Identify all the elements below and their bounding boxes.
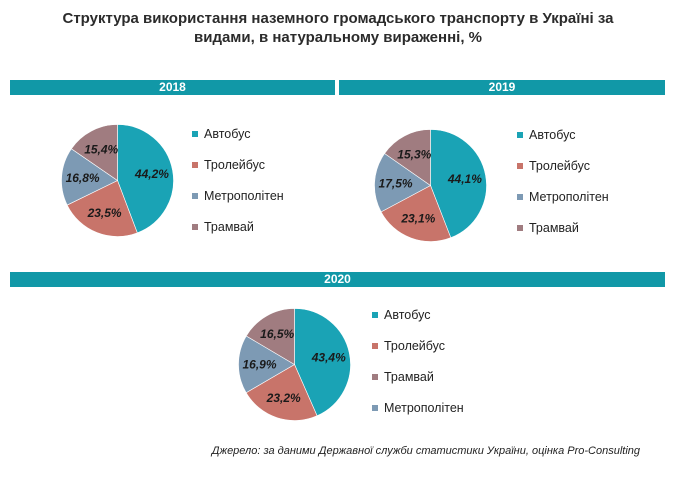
legend-item-metro: Метрополітен [192, 189, 284, 203]
legend-label: Тролейбус [529, 159, 591, 173]
pie-chart-2020: 43,4% 23,2% 16,9% 16,5% [238, 308, 351, 421]
data-label-trolleybus: 23,5% [87, 206, 122, 220]
legend-item-bus: Автобус [517, 128, 575, 142]
legend-label: Автобус [384, 308, 431, 322]
legend-swatch [372, 311, 378, 318]
data-label-metro: 17,5% [379, 176, 413, 190]
legend-item-metro: Метрополітен [517, 190, 609, 204]
pie-slice-bus [117, 124, 174, 234]
legend-item-trolleybus: Тролейбус [517, 159, 590, 173]
pie-chart-2019: 44,1% 23,1% 17,5% 15,3% [374, 129, 487, 242]
legend-label: Трамвай [384, 370, 434, 384]
legend-item-trolleybus: Тролейбус [372, 339, 445, 353]
legend-swatch [372, 373, 378, 380]
data-label-tram: 15,4% [84, 143, 118, 157]
pie-slice-metro [374, 153, 432, 213]
pie-slice-trolleybus [66, 180, 138, 237]
legend-label: Метрополітен [384, 401, 464, 415]
legend-swatch [192, 161, 198, 168]
legend-item-tram: Трамвай [372, 370, 434, 384]
data-label-bus: 43,4% [311, 350, 346, 364]
legend-item-trolleybus: Тролейбус [192, 158, 265, 172]
data-label-trolleybus: 23,2% [266, 391, 301, 405]
pie-chart-2018: 44,2% 23,5% 16,8% 15,4% [61, 124, 174, 237]
legend-label: Трамвай [529, 221, 579, 235]
pie-slice-trolleybus [380, 185, 452, 242]
legend-label: Автобус [529, 128, 576, 142]
year-bar-2019: 2019 [339, 80, 665, 95]
legend-item-bus: Автобус [192, 127, 250, 141]
data-label-metro: 16,8% [66, 171, 100, 185]
legend-swatch [517, 193, 523, 200]
legend-swatch [372, 342, 378, 349]
legend-label: Тролейбус [204, 158, 266, 172]
pie-slice-bus [430, 129, 487, 239]
legend-label: Автобус [204, 127, 251, 141]
legend-swatch [192, 130, 198, 137]
legend-swatch [192, 192, 198, 199]
year-bar-2018: 2018 [10, 80, 335, 95]
chart-title-line-2: видами, в натуральному вираженні, % [194, 29, 482, 46]
legend-swatch [517, 224, 523, 231]
legend-label: Метрополітен [529, 190, 609, 204]
legend-swatch [517, 131, 523, 138]
legend-item-tram: Трамвай [192, 220, 254, 234]
chart-title-line-1: Структура використання наземного громадс… [62, 10, 614, 27]
legend-swatch [372, 404, 378, 411]
data-label-metro: 16,9% [242, 357, 276, 371]
year-bar-2020: 2020 [10, 272, 665, 287]
legend-swatch [517, 162, 523, 169]
pie-slice-trolleybus [245, 364, 318, 421]
pie-slice-tram [245, 308, 295, 366]
legend-label: Трамвай [204, 220, 254, 234]
legend-item-bus: Автобус [372, 308, 430, 322]
chart-title: Структура використання наземного громадс… [0, 9, 676, 47]
data-label-trolleybus: 23,1% [400, 211, 435, 225]
pie-slice-metro [238, 335, 296, 394]
legend-item-tram: Трамвай [517, 221, 579, 235]
data-label-tram: 15,3% [397, 147, 431, 161]
data-label-tram: 16,5% [260, 327, 294, 341]
pie-slice-tram [70, 124, 118, 182]
legend-swatch [192, 223, 198, 230]
data-label-bus: 44,2% [134, 167, 169, 181]
pie-slice-tram [384, 129, 431, 187]
legend-label: Тролейбус [384, 339, 446, 353]
data-label-bus: 44,1% [447, 172, 482, 186]
legend-item-metro: Метрополітен [372, 401, 464, 415]
pie-slice-metro [61, 148, 119, 206]
legend-label: Метрополітен [204, 189, 284, 203]
pie-slice-bus [294, 308, 351, 417]
source-note: Джерело: за даними Державної служби стат… [211, 445, 640, 457]
